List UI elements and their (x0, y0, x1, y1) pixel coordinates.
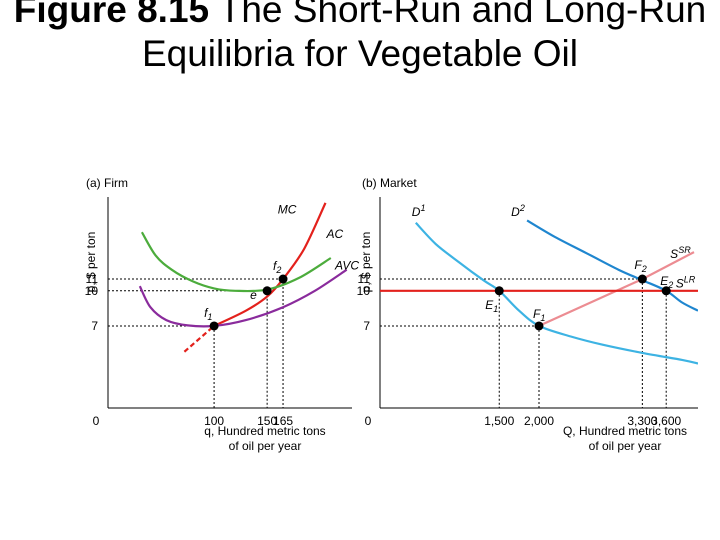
market-x-axis-label-line1: Q, Hundred metric tons (563, 424, 687, 438)
firm-x-axis-label-line2: of oil per year (229, 439, 302, 453)
market-y-tick-11: 11 (358, 272, 371, 286)
avc-label: AVC (334, 259, 359, 273)
market-x-tick-3600: 3,600 (651, 414, 681, 428)
market-y-tick-10: 10 (357, 284, 371, 298)
point-label-e: e (250, 288, 257, 302)
point-label-f2: f2 (273, 259, 281, 275)
d1-curve (414, 222, 698, 365)
slr-label: SLR (676, 274, 696, 290)
firm-x-tick-0: 0 (93, 414, 100, 428)
market-points: E1 F1 F2 E2 (485, 258, 673, 331)
point-f1 (534, 321, 544, 331)
point-f2 (637, 274, 647, 284)
market-panel: (b) Market p, $ per ton 0 1,500 2,000 3,… (357, 176, 698, 453)
point-label-e1: E1 (485, 298, 498, 314)
market-x-tick-1500: 1,500 (484, 414, 514, 428)
avc-curve (138, 268, 348, 328)
point-f1 (209, 321, 219, 331)
d1-label: D1 (412, 203, 426, 219)
point-label-f2: F2 (634, 258, 646, 274)
firm-y-tick-10: 10 (85, 284, 99, 298)
firm-y-axis-label: p, $ per ton (84, 232, 98, 293)
firm-x-tick-165: 165 (273, 414, 293, 428)
ac-curve (140, 231, 332, 293)
market-y-tick-7: 7 (363, 319, 370, 333)
firm-panel: (a) Firm p, $ per ton 0 100 150 165 7 10… (84, 176, 359, 453)
firm-points: f1 e f2 (204, 259, 288, 331)
firm-x-tick-150: 150 (257, 414, 277, 428)
point-label-f1: f1 (204, 306, 212, 322)
market-panel-label: (b) Market (362, 176, 417, 190)
point-label-e2: E2 (660, 274, 673, 290)
market-x-tick-0: 0 (365, 414, 372, 428)
d2-curve (526, 219, 698, 312)
firm-curves (138, 202, 348, 353)
firm-y-tick-7: 7 (91, 319, 98, 333)
mc-label: MC (278, 202, 297, 216)
market-guide-lines (380, 278, 667, 408)
d2-label: D2 (511, 203, 525, 219)
mc-curve (213, 202, 327, 327)
market-curve-labels: D1 D2 SSR SLR (412, 203, 696, 291)
point-f2 (278, 274, 288, 284)
slide-title: Figure 8.15 The Short-Run and Long-Run E… (0, 0, 720, 76)
point-e1 (494, 286, 504, 296)
point-label-f1: F1 (533, 307, 545, 323)
firm-tick-labels: 0 100 150 165 7 10 11 (85, 272, 294, 428)
mc-dashed-extension (183, 325, 215, 353)
market-x-tick-2000: 2,000 (524, 414, 554, 428)
firm-x-tick-100: 100 (204, 414, 224, 428)
market-tick-labels: 0 1,500 2,000 3,300 3,600 7 10 11 (357, 272, 682, 428)
market-y-axis-label: p, $ per ton (359, 232, 373, 293)
market-x-tick-3300: 3,300 (627, 414, 657, 428)
firm-curve-labels: MC AC AVC (278, 202, 360, 272)
market-x-axis-label-line2: of oil per year (589, 439, 662, 453)
point-e2 (661, 286, 671, 296)
ac-label: AC (326, 227, 344, 241)
figure-number: Figure 8.15 (13, 0, 210, 30)
ssr-label: SSR (670, 245, 691, 261)
firm-x-axis-label-line1: q, Hundred metric tons (204, 424, 325, 438)
firm-y-tick-11: 11 (86, 272, 99, 286)
firm-panel-label: (a) Firm (86, 176, 128, 190)
point-e (262, 286, 272, 296)
figure-caption: The Short-Run and Long-Run Equilibria fo… (141, 0, 707, 74)
